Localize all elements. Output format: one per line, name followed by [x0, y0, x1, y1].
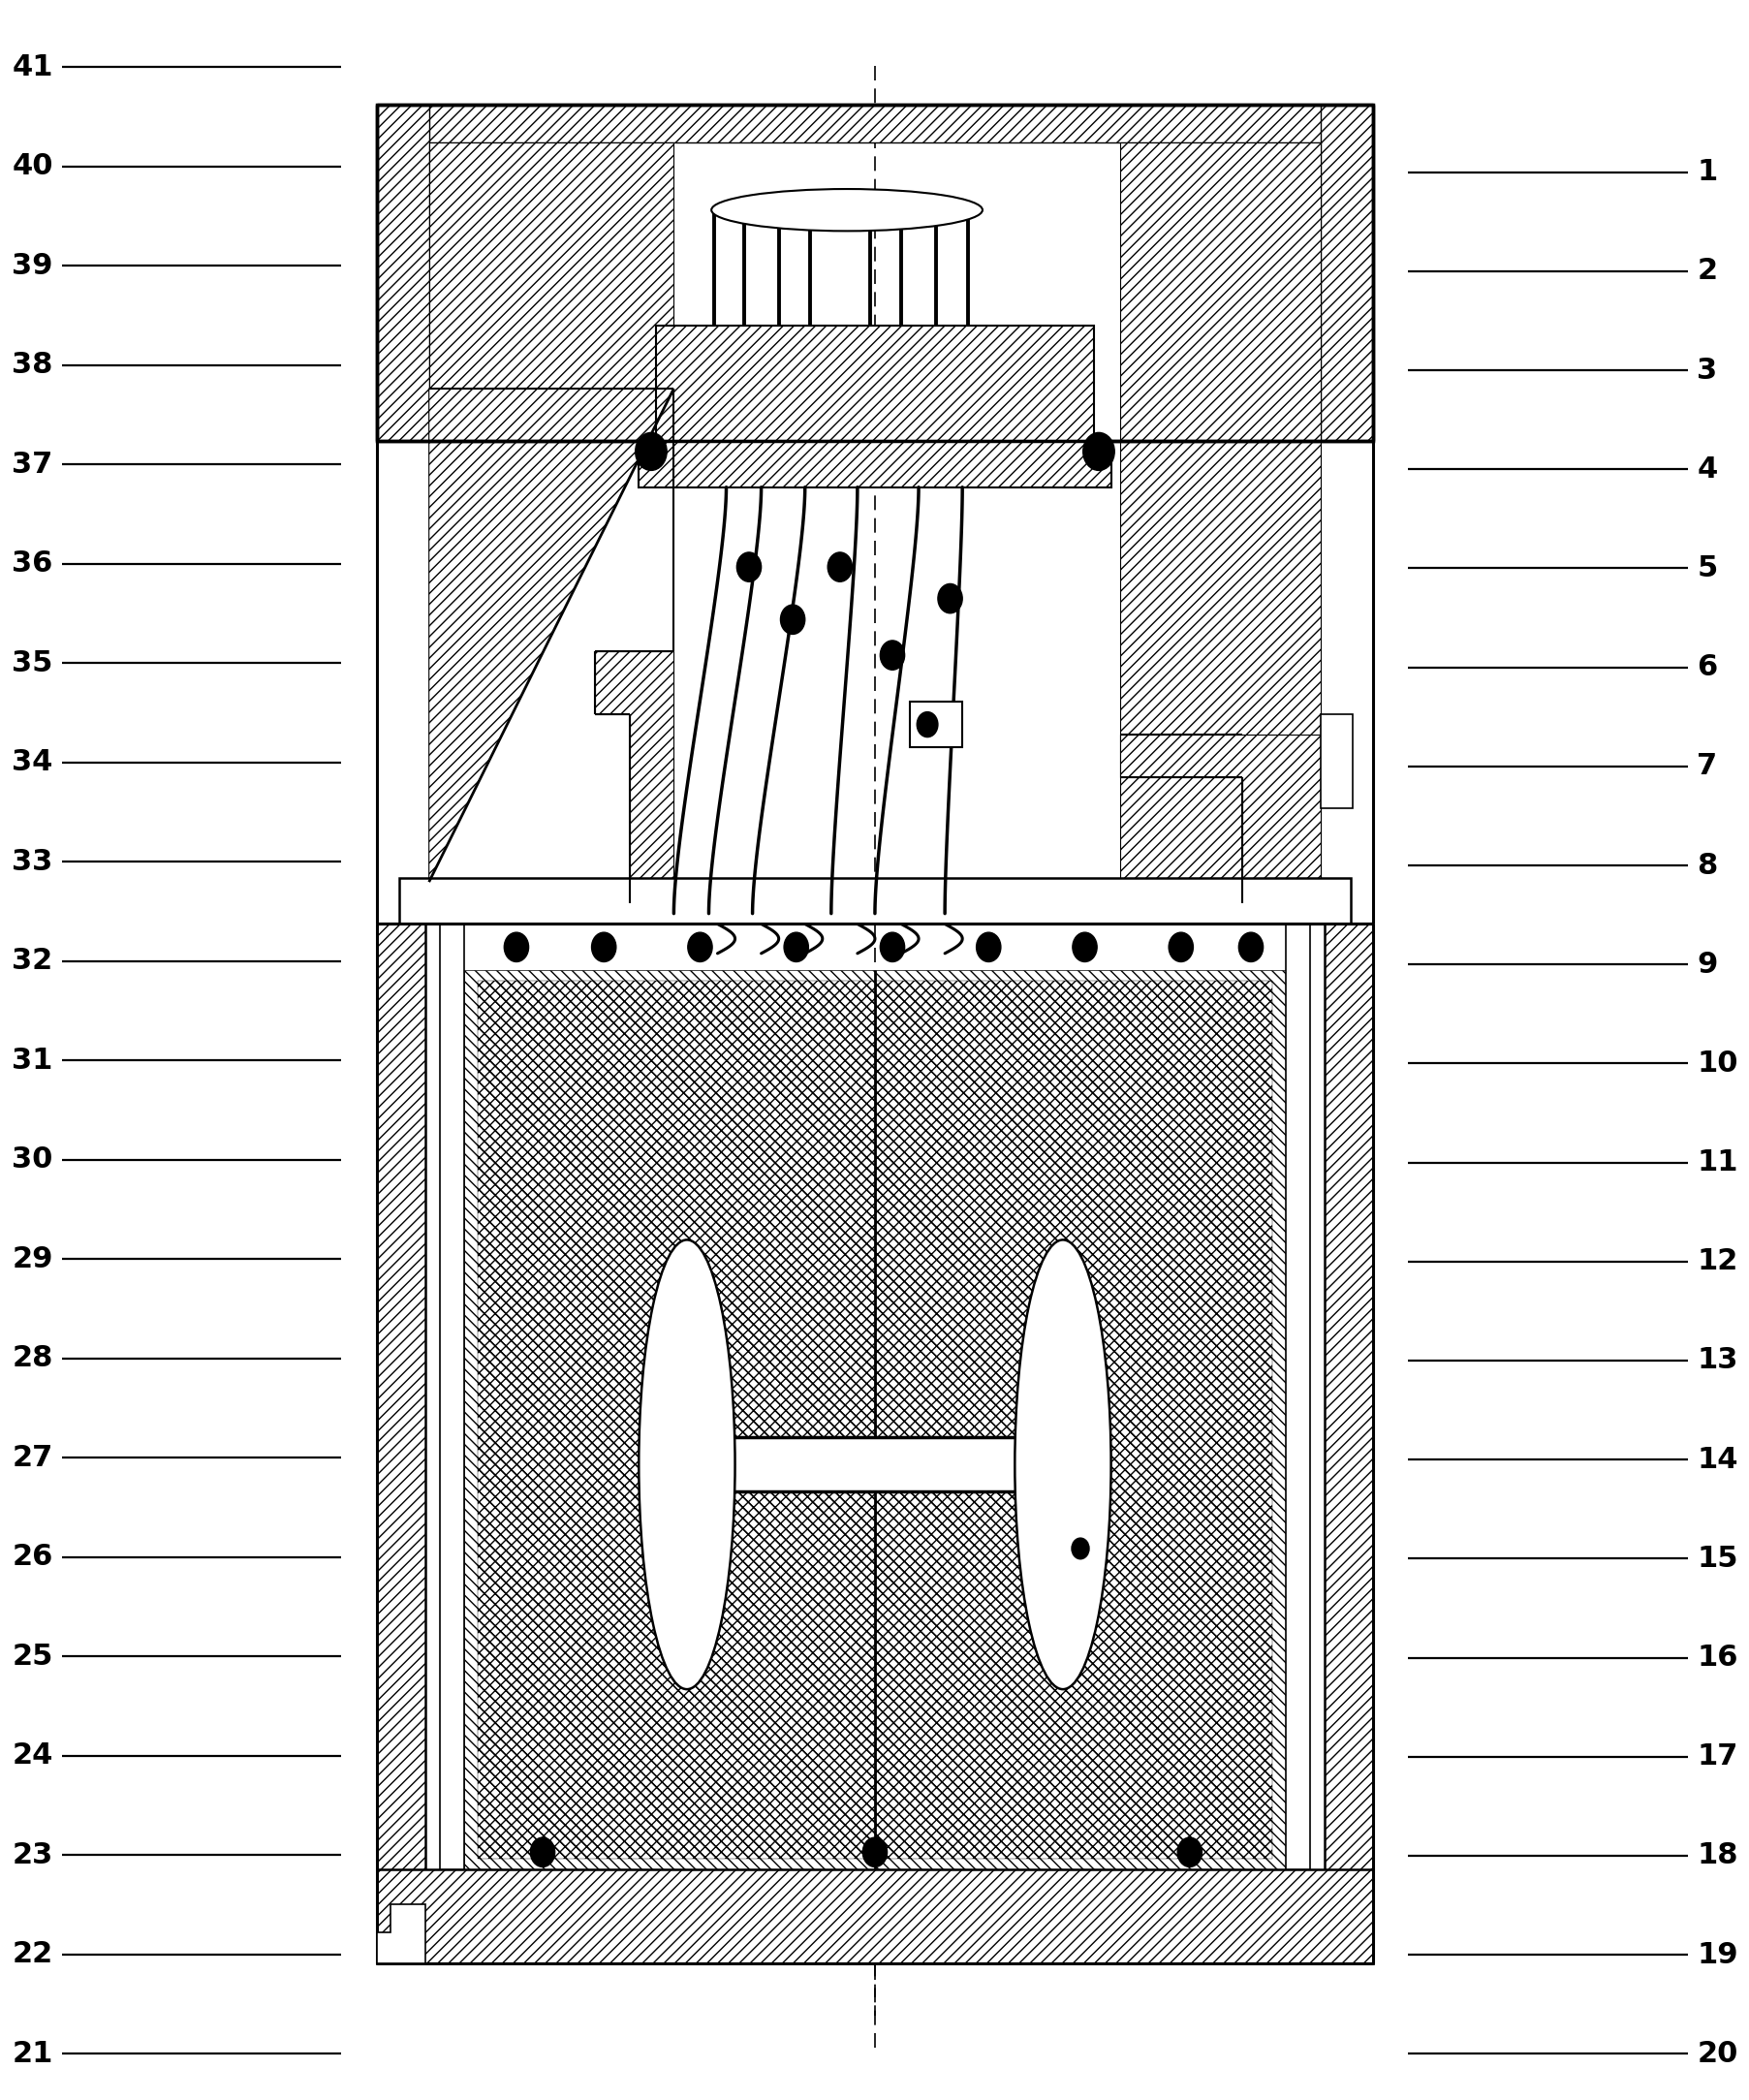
Circle shape	[880, 640, 904, 670]
Text: 26: 26	[12, 1544, 52, 1571]
Bar	[708, 1439, 1041, 1491]
Text: 11: 11	[1697, 1149, 1737, 1176]
Polygon shape	[429, 388, 673, 882]
Polygon shape	[429, 143, 665, 388]
Text: 30: 30	[12, 1147, 52, 1174]
Text: 31: 31	[12, 1046, 52, 1075]
Text: 32: 32	[12, 947, 52, 974]
Circle shape	[591, 932, 616, 962]
Polygon shape	[1119, 735, 1320, 903]
Circle shape	[736, 552, 761, 582]
Text: 38: 38	[12, 351, 52, 380]
Ellipse shape	[638, 1239, 735, 1688]
Text: 6: 6	[1697, 653, 1716, 680]
Bar	[1324, 924, 1373, 1964]
Polygon shape	[376, 105, 429, 441]
Circle shape	[1072, 932, 1097, 962]
Text: 41: 41	[12, 53, 52, 82]
Text: 12: 12	[1697, 1247, 1737, 1275]
Text: 40: 40	[12, 153, 52, 181]
Circle shape	[504, 932, 528, 962]
Text: 23: 23	[12, 1842, 52, 1869]
Text: 33: 33	[12, 848, 52, 876]
Circle shape	[1070, 1537, 1088, 1558]
Circle shape	[1177, 1838, 1202, 1867]
Text: 15: 15	[1697, 1546, 1737, 1573]
Text: 8: 8	[1697, 851, 1716, 880]
Bar	[638, 441, 1111, 487]
Text: 19: 19	[1697, 1940, 1737, 1970]
Bar	[399, 878, 1350, 924]
Circle shape	[880, 932, 904, 962]
Text: 3: 3	[1697, 357, 1716, 384]
Circle shape	[916, 712, 937, 737]
Text: 25: 25	[12, 1642, 52, 1670]
Polygon shape	[429, 651, 673, 903]
Polygon shape	[429, 143, 673, 388]
Text: 4: 4	[1697, 456, 1716, 483]
Text: 36: 36	[12, 550, 52, 578]
Circle shape	[1168, 932, 1193, 962]
Circle shape	[827, 552, 852, 582]
Text: 7: 7	[1697, 752, 1716, 781]
Bar	[376, 105, 1373, 441]
Bar	[376, 1869, 1373, 1964]
Ellipse shape	[1014, 1239, 1111, 1688]
Polygon shape	[1119, 143, 1320, 903]
Circle shape	[976, 932, 1000, 962]
Text: 1: 1	[1697, 158, 1716, 187]
Text: 16: 16	[1697, 1644, 1737, 1672]
Bar	[463, 970, 512, 1869]
Text: 28: 28	[12, 1344, 52, 1373]
Text: 34: 34	[12, 748, 52, 777]
Polygon shape	[376, 105, 1373, 143]
Text: 35: 35	[12, 649, 52, 676]
Text: 37: 37	[12, 452, 52, 479]
Circle shape	[780, 605, 805, 634]
Bar	[1237, 970, 1286, 1869]
Text: 14: 14	[1697, 1445, 1737, 1474]
Circle shape	[530, 1838, 554, 1867]
Text: 18: 18	[1697, 1842, 1737, 1869]
Text: 21: 21	[12, 2039, 52, 2069]
Text: 29: 29	[12, 1245, 52, 1273]
Text: 24: 24	[12, 1741, 52, 1770]
Circle shape	[784, 932, 808, 962]
Circle shape	[635, 433, 666, 470]
Circle shape	[862, 1838, 887, 1867]
Polygon shape	[1320, 105, 1373, 441]
Text: 22: 22	[12, 1940, 52, 1968]
Bar	[656, 326, 1093, 441]
Text: 5: 5	[1697, 554, 1716, 582]
Bar	[909, 701, 962, 748]
Circle shape	[687, 932, 712, 962]
Text: 2: 2	[1697, 256, 1716, 286]
Circle shape	[1083, 433, 1114, 470]
Circle shape	[1238, 932, 1263, 962]
Text: 17: 17	[1697, 1743, 1737, 1770]
Text: 13: 13	[1697, 1346, 1737, 1376]
Bar	[477, 981, 1272, 1858]
Bar	[376, 924, 425, 1964]
Text: 9: 9	[1697, 951, 1718, 979]
Bar	[1320, 714, 1352, 809]
Text: 10: 10	[1697, 1050, 1737, 1077]
Text: 39: 39	[12, 252, 52, 279]
Circle shape	[937, 584, 962, 613]
Text: 27: 27	[12, 1445, 52, 1472]
Bar	[1286, 924, 1310, 1869]
Bar	[463, 970, 1286, 1869]
Bar	[439, 924, 463, 1869]
Ellipse shape	[712, 189, 981, 231]
Polygon shape	[376, 1905, 425, 1964]
Text: 20: 20	[1697, 2039, 1737, 2069]
